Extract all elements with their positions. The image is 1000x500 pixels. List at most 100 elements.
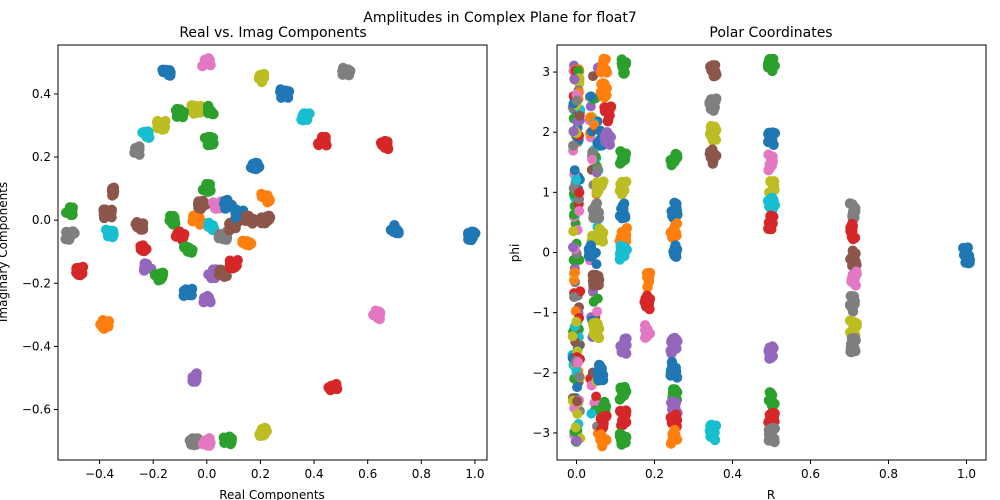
right-cluster <box>665 218 683 243</box>
right-cluster <box>704 419 722 446</box>
left-point <box>66 230 77 241</box>
right-band-point <box>568 140 578 151</box>
left-cluster <box>186 100 206 119</box>
right-cluster <box>763 341 779 364</box>
right-y-tick-label: 1 <box>542 185 550 199</box>
left-point <box>140 127 152 138</box>
right-point <box>671 334 682 345</box>
right-y-tick-label: 2 <box>542 125 550 139</box>
right-point <box>616 176 627 188</box>
right-cluster <box>704 93 722 116</box>
left-point <box>95 318 107 330</box>
left-cluster <box>368 305 386 325</box>
right-point <box>963 258 974 269</box>
left-cluster <box>218 431 237 450</box>
right-cluster <box>614 223 632 247</box>
right-point <box>614 394 625 405</box>
left-point <box>201 178 212 190</box>
right-y-tick-label: 3 <box>542 65 550 79</box>
left-axes-frame <box>57 44 488 461</box>
left-cluster <box>130 217 149 235</box>
left-cluster <box>179 241 198 258</box>
right-point <box>615 240 626 252</box>
right-point <box>769 184 780 196</box>
right-cluster <box>666 197 683 223</box>
right-point <box>847 199 858 210</box>
left-point <box>385 224 397 236</box>
left-cluster <box>138 258 157 276</box>
right-point <box>706 419 717 431</box>
right-cluster <box>704 120 722 146</box>
left-cluster <box>256 210 276 229</box>
right-point <box>669 242 680 253</box>
left-cluster <box>375 135 394 155</box>
right-point <box>672 152 683 163</box>
left-cluster <box>312 131 332 151</box>
right-cluster <box>614 428 632 450</box>
right-band-point <box>592 164 603 175</box>
right-point <box>602 114 614 126</box>
left-cluster <box>240 210 259 229</box>
right-point <box>598 53 609 65</box>
left-cluster <box>385 220 404 239</box>
left-point <box>262 191 273 202</box>
right-cluster <box>615 333 632 359</box>
left-point <box>220 198 231 209</box>
right-point <box>667 224 679 236</box>
left-point <box>131 221 143 233</box>
left-y-tick-label: −0.2 <box>22 276 51 290</box>
left-cluster <box>135 240 152 257</box>
right-band-point <box>573 65 584 76</box>
right-x-tick-label: 1.0 <box>957 467 976 481</box>
right-cluster <box>616 54 632 79</box>
right-point <box>707 158 718 169</box>
right-y-axis-label: phi <box>508 244 522 263</box>
right-point <box>619 249 630 260</box>
left-cluster <box>129 141 145 160</box>
right-point <box>620 151 631 163</box>
left-point <box>133 144 144 156</box>
right-band-point <box>572 408 583 419</box>
left-point <box>190 368 202 380</box>
left-point <box>192 105 203 116</box>
right-cluster <box>591 223 609 247</box>
right-point <box>705 122 717 133</box>
right-cluster <box>587 269 605 291</box>
right-point <box>708 99 720 110</box>
right-point <box>846 346 857 358</box>
right-point <box>618 203 629 215</box>
left-cluster <box>323 378 343 396</box>
right-point <box>669 197 680 208</box>
left-cluster <box>254 422 272 441</box>
left-point <box>98 209 110 221</box>
left-cluster <box>106 182 120 201</box>
right-cluster <box>614 381 632 405</box>
right-x-tick-label: 0.4 <box>723 467 742 481</box>
left-x-tick-label: 0.4 <box>305 467 324 481</box>
right-band-point <box>572 396 583 407</box>
right-cluster <box>665 409 683 432</box>
right-point <box>705 61 716 72</box>
right-cluster <box>614 176 632 200</box>
right-point <box>666 397 677 408</box>
polar-coordinates-panel: Polar Coordinates 0.0 0.2 0.4 0.6 0.8 1.0 −3 −2… <box>508 25 987 500</box>
left-y-axis-label: Imaginary Components <box>0 182 10 322</box>
left-point <box>369 310 380 321</box>
left-cluster <box>275 84 295 103</box>
left-cluster <box>463 226 481 246</box>
right-cluster <box>845 245 862 271</box>
right-point <box>672 209 683 220</box>
left-y-tick-label: 0.0 <box>32 213 51 227</box>
right-band-point <box>586 91 597 102</box>
right-scatter-marks <box>567 53 975 452</box>
left-point <box>240 215 251 226</box>
left-cluster <box>60 202 79 221</box>
right-point <box>768 194 779 206</box>
right-point <box>848 231 860 243</box>
right-point <box>643 273 654 284</box>
right-point <box>587 269 599 281</box>
left-x-tick-label: 1.0 <box>465 467 484 481</box>
left-cluster <box>170 226 190 246</box>
